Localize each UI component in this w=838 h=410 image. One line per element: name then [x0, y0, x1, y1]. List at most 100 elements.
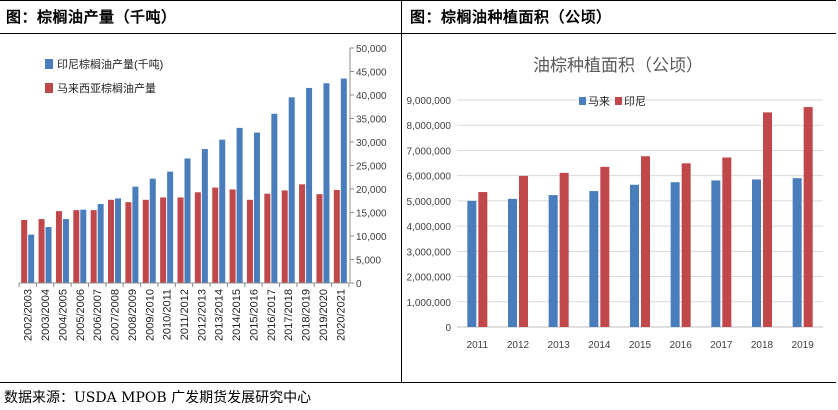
bar-series2	[519, 175, 528, 327]
bar-series1	[630, 184, 639, 327]
y-tick-label: 15,000	[356, 209, 387, 220]
bar-series1	[97, 204, 104, 283]
legend-label-series1: 马来	[588, 95, 610, 108]
bar-series1	[589, 191, 599, 327]
bar-series2	[681, 163, 691, 327]
legend-label-series2: 印尼	[624, 95, 646, 108]
y-tick-label: 7,000,000	[407, 146, 451, 157]
bar-series1	[306, 87, 313, 283]
bar-series2	[55, 211, 62, 283]
x-tick-label: 2016/2017	[266, 289, 278, 341]
bar-series2	[21, 220, 28, 283]
x-tick-label: 2013	[548, 340, 571, 351]
right-header-rule	[402, 33, 836, 34]
bar-series1	[548, 195, 558, 327]
palm-oil-production-chart: 2002/2003 2003/2004 2004/2005 2005/2006 2006…	[18, 44, 387, 341]
bar-series2	[478, 192, 488, 327]
x-tick-label: 2009/2010	[144, 289, 156, 341]
legend-swatch-series2	[615, 97, 622, 105]
y-tick-label: 5,000,000	[407, 197, 451, 208]
bar-series1	[323, 83, 330, 283]
bar-series2	[316, 194, 323, 283]
x-tick-label: 2017	[710, 340, 733, 351]
y-tick-label: 4,000,000	[407, 222, 451, 233]
bar-series2	[212, 187, 219, 283]
bar-series2	[333, 189, 340, 283]
x-tick-label: 2015/2016	[248, 289, 260, 341]
x-tick-label: 2012/2013	[196, 289, 208, 341]
legend-swatch-series2	[45, 83, 53, 93]
panel-divider	[401, 0, 402, 383]
x-tick-label: 2014	[588, 340, 611, 351]
y-tick-label: 8,000,000	[407, 121, 451, 132]
x-tick-label: 2020/2021	[335, 289, 347, 341]
bar-series1	[132, 186, 139, 283]
right-panel-title: 图：棕榈油种植面积（公顷）	[410, 8, 612, 26]
bar-series1	[271, 113, 278, 283]
bar-series2	[142, 199, 149, 283]
bar-series2	[90, 210, 97, 283]
figure-frame	[0, 0, 836, 383]
bar-series2	[194, 192, 201, 283]
data-source-note: 数据来源：USDA MPOB 广发期货发展研究中心	[4, 390, 312, 406]
x-tick-label: 2007/2008	[110, 289, 122, 341]
y-tick-label: 45,000	[356, 68, 387, 79]
y-tick-label: 40,000	[356, 91, 387, 102]
x-tick-label: 2003/2004	[40, 289, 52, 341]
bar-series1	[201, 149, 208, 283]
y-tick-label: 20,000	[356, 185, 387, 196]
bar-series1	[167, 171, 174, 283]
legend-swatch-series1	[45, 59, 53, 69]
x-tick-label: 2002/2003	[23, 289, 35, 341]
bar-series2	[641, 156, 650, 327]
bar-series2	[763, 112, 772, 327]
bar-series2	[803, 107, 813, 327]
bar-series1	[253, 132, 260, 283]
bar-series2	[559, 172, 569, 327]
x-tick-label: 2011	[467, 340, 489, 351]
x-tick-label: 2011/2012	[179, 289, 191, 340]
legend-swatch-series1	[579, 97, 586, 105]
oil-palm-planted-area-chart: 油棕种植面积（公顷） 0 1,000,000 2,000,000 3,000,000 4,…	[407, 56, 823, 351]
x-tick-label: 2017/2018	[283, 289, 295, 341]
bar-series1	[28, 234, 35, 283]
bar-series1	[340, 78, 347, 283]
x-tick-label: 2005/2006	[75, 289, 87, 341]
y-tick-label: 1,000,000	[407, 298, 451, 309]
bar-series1	[752, 179, 761, 327]
x-tick-label: 2019/2020	[318, 289, 330, 341]
bar-series2	[264, 193, 271, 283]
bar-series1	[45, 227, 52, 283]
bar-series2	[299, 184, 306, 283]
x-tick-label: 2013/2014	[214, 289, 226, 341]
bar-series2	[73, 210, 80, 283]
y-tick-label: 30,000	[356, 138, 387, 149]
x-tick-label: 2014/2015	[231, 289, 243, 341]
bar-series1	[670, 182, 680, 327]
bar-series2	[600, 166, 610, 327]
x-tick-label: 2018	[751, 340, 774, 351]
y-tick-label: 10,000	[356, 232, 387, 243]
bar-series1	[184, 158, 191, 283]
left-panel-title: 图：棕榈油产量（千吨）	[6, 8, 177, 26]
legend-label-series1: 印尼棕榈油产量(千吨)	[57, 57, 163, 71]
x-tick-label: 2008/2009	[127, 289, 139, 341]
x-tick-label: 2016	[670, 340, 693, 351]
x-tick-label: 2010/2011	[162, 289, 174, 340]
x-tick-label: 2018/2019	[301, 289, 313, 341]
y-tick-label: 35,000	[356, 115, 387, 126]
bar-series1	[288, 97, 295, 283]
y-tick-label: 2,000,000	[407, 273, 451, 284]
bar-series1	[149, 178, 156, 283]
bar-series1	[792, 178, 802, 327]
bar-series1	[711, 180, 721, 327]
bar-series2	[177, 197, 184, 283]
bar-series1	[467, 200, 477, 327]
bar-series2	[38, 219, 45, 283]
bar-series1	[62, 219, 69, 283]
bar-series1	[80, 209, 87, 283]
bar-series2	[229, 189, 236, 283]
y-tick-label: 5,000	[356, 256, 381, 267]
x-tick-label: 2006/2007	[92, 289, 104, 341]
bar-series1	[236, 127, 243, 284]
